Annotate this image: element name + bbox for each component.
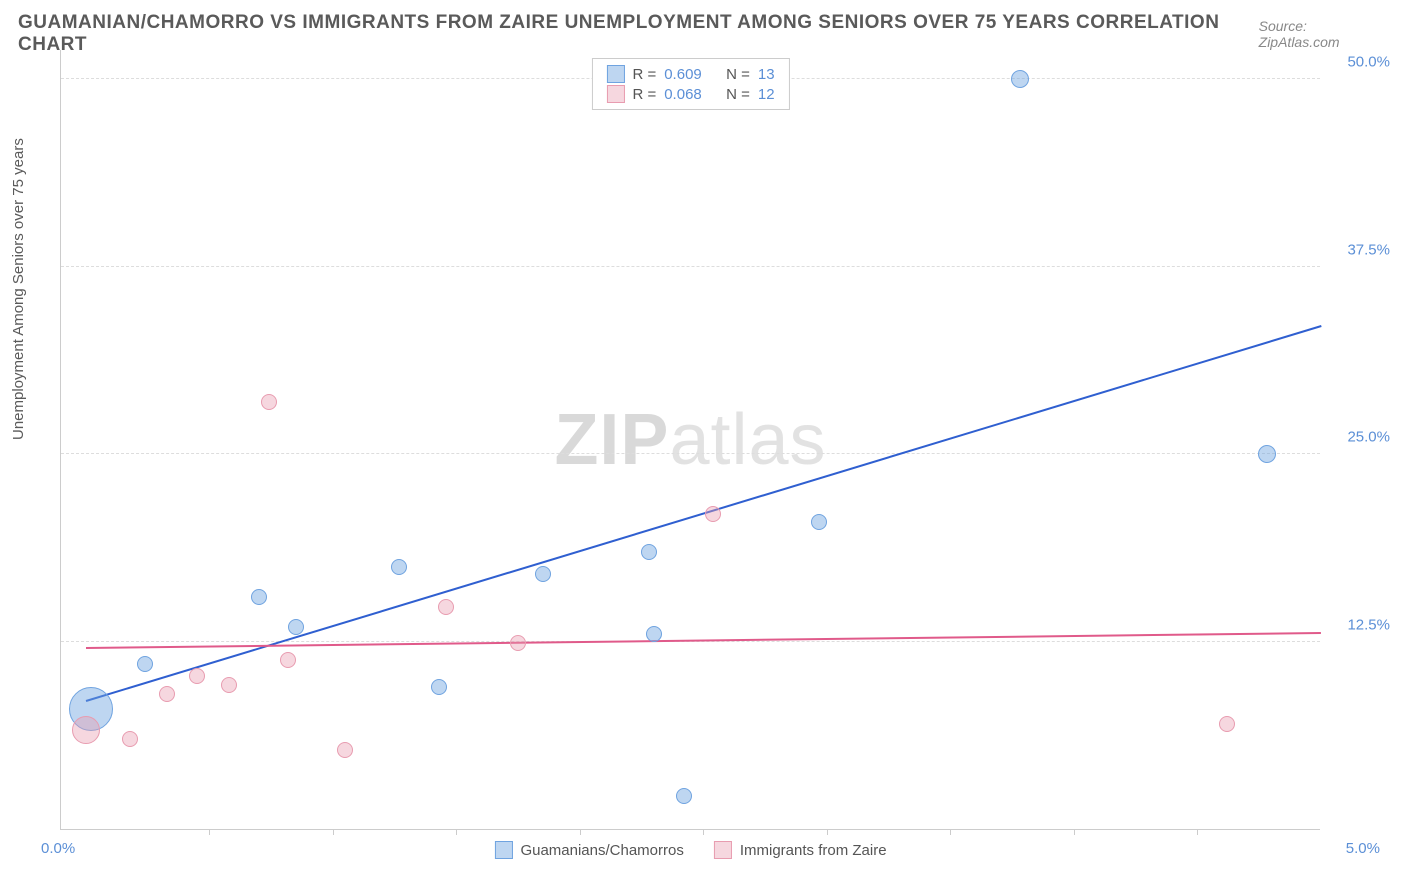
swatch-icon [494, 841, 512, 859]
y-tick-label: 50.0% [1347, 54, 1390, 71]
data-point [137, 656, 153, 672]
data-point [122, 731, 138, 747]
data-point [811, 514, 827, 530]
gridline [61, 453, 1320, 454]
r-label: R = [632, 86, 656, 103]
x-tick [580, 829, 581, 835]
data-point [261, 394, 277, 410]
swatch-icon [714, 841, 732, 859]
data-point [159, 686, 175, 702]
y-tick-label: 12.5% [1347, 616, 1390, 633]
series-name: Immigrants from Zaire [740, 842, 887, 859]
series-name: Guamanians/Chamorros [520, 842, 683, 859]
data-point [221, 677, 237, 693]
y-tick-label: 25.0% [1347, 429, 1390, 446]
data-point [1258, 445, 1276, 463]
data-point [676, 788, 692, 804]
data-point [1011, 70, 1029, 88]
data-point [641, 544, 657, 560]
data-point [510, 635, 526, 651]
legend-stats-row: R = 0.068 N = 12 [606, 85, 774, 103]
data-point [438, 599, 454, 615]
data-point [337, 742, 353, 758]
x-tick [456, 829, 457, 835]
swatch-icon [606, 85, 624, 103]
y-tick-label: 37.5% [1347, 241, 1390, 258]
legend-item: Immigrants from Zaire [714, 841, 887, 859]
r-value: 0.609 [664, 66, 702, 83]
x-tick [333, 829, 334, 835]
r-value: 0.068 [664, 86, 702, 103]
r-label: R = [632, 66, 656, 83]
data-point [431, 679, 447, 695]
gridline [61, 266, 1320, 267]
x-tick [1197, 829, 1198, 835]
legend-series: Guamanians/Chamorros Immigrants from Zai… [494, 841, 886, 859]
legend-stats: R = 0.609 N = 13 R = 0.068 N = 12 [591, 58, 789, 110]
x-tick [209, 829, 210, 835]
data-point [251, 589, 267, 605]
x-axis-max-label: 5.0% [1346, 840, 1380, 857]
data-point [391, 559, 407, 575]
data-point [646, 626, 662, 642]
swatch-icon [606, 65, 624, 83]
n-label: N = [726, 66, 750, 83]
source-label: Source: ZipAtlas.com [1259, 18, 1388, 50]
plot-area: ZIPatlas R = 0.609 N = 13 R = 0.068 N = … [60, 50, 1320, 830]
n-value: 12 [758, 86, 775, 103]
legend-stats-row: R = 0.609 N = 13 [606, 65, 774, 83]
n-value: 13 [758, 66, 775, 83]
y-axis-label: Unemployment Among Seniors over 75 years [10, 138, 27, 440]
data-point [705, 506, 721, 522]
data-point [189, 668, 205, 684]
x-tick [827, 829, 828, 835]
n-label: N = [726, 86, 750, 103]
data-point [535, 566, 551, 582]
data-point [72, 716, 100, 744]
data-point [288, 619, 304, 635]
x-tick [703, 829, 704, 835]
x-tick [1074, 829, 1075, 835]
data-point [1219, 716, 1235, 732]
data-point [280, 652, 296, 668]
x-axis-min-label: 0.0% [41, 840, 75, 857]
legend-item: Guamanians/Chamorros [494, 841, 683, 859]
x-tick [950, 829, 951, 835]
watermark: ZIPatlas [554, 399, 826, 481]
